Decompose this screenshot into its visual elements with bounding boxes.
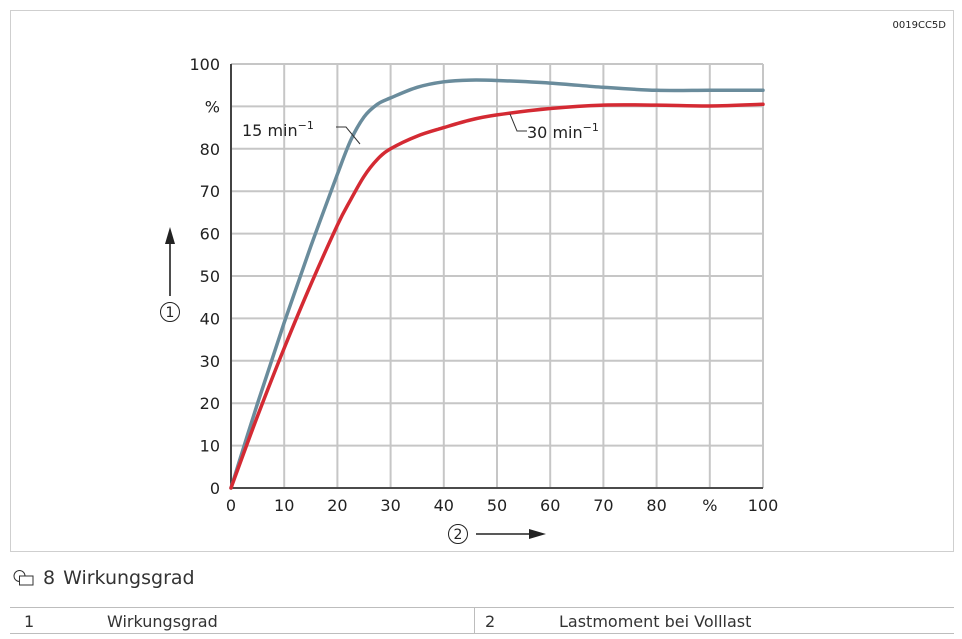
figure-title: Wirkungsgrad	[63, 567, 195, 589]
y-tick-label: 0	[210, 479, 220, 498]
x-tick-label: 20	[327, 496, 347, 515]
axis-markers: 12	[160, 227, 546, 544]
x-tick-label: 80	[646, 496, 666, 515]
document-id: 0019CC5D	[892, 20, 946, 31]
y-tick-label: 20	[200, 394, 220, 413]
x-axis-marker-number: 2	[454, 527, 463, 543]
y-axis-marker-circle	[160, 302, 180, 322]
y-tick-label: 10	[200, 437, 220, 456]
series-line-1	[229, 78, 765, 490]
figure-caption: 8 Wirkungsgrad	[13, 567, 195, 589]
legend-number-2: 2	[474, 607, 559, 634]
legend-number-1: 1	[10, 607, 107, 634]
y-tick-label: 50	[200, 267, 220, 286]
y-tick-label: 100	[189, 55, 220, 74]
series-label-15-leader	[336, 126, 361, 145]
y-tick-label: 40	[200, 309, 220, 328]
series-lines	[229, 78, 765, 490]
x-axis-marker: 2	[448, 524, 468, 544]
x-tick-label: 50	[487, 496, 507, 515]
x-arrow-head	[529, 529, 546, 539]
x-tick-label: 100	[748, 496, 779, 515]
y-tick-label: 80	[200, 140, 220, 159]
y-tick-label: %	[205, 97, 220, 116]
efficiency-chart: 0 10 20 30 40 50 60 70 80% 100 0 10 20 30 40 50 60 70 80%…	[160, 55, 778, 544]
y-tick-label: 30	[200, 352, 220, 371]
y-axis-marker: 1	[160, 302, 180, 322]
y-arrow-head	[165, 227, 175, 244]
legend-row: 1 Wirkungsgrad 2 Lastmoment bei Volllast	[10, 607, 954, 634]
y-axis-marker-number: 1	[166, 305, 175, 321]
legend-label-1: Wirkungsgrad	[107, 607, 475, 634]
x-tick-labels: 0 10 20 30 40 50 60 70 80% 100	[226, 496, 778, 515]
legend-table: 1 Wirkungsgrad 2 Lastmoment bei Volllast	[10, 607, 954, 634]
series-label-15: 15 min−1	[242, 119, 314, 140]
x-tick-label: 60	[540, 496, 560, 515]
series-line-2	[229, 102, 765, 490]
series-label-15-exponent: −1	[298, 119, 314, 132]
x-tick-label: 40	[434, 496, 454, 515]
figure-number: 8	[43, 567, 56, 589]
x-tick-label: 70	[593, 496, 613, 515]
y-tick-labels: 0 10 20 30 40 50 60 70 80% 100	[189, 55, 220, 498]
series-label-30-exponent: −1	[583, 121, 599, 134]
figure-icon	[13, 570, 34, 586]
series-label-30-leader	[509, 113, 527, 132]
legend-label-2: Lastmoment bei Volllast	[559, 607, 954, 634]
x-tick-label: 0	[226, 496, 236, 515]
series-label-30: 30 min−1	[527, 121, 599, 142]
x-axis-marker-circle	[448, 524, 468, 544]
y-tick-label: 70	[200, 182, 220, 201]
x-tick-label: 30	[380, 496, 400, 515]
figure-frame	[10, 10, 954, 552]
y-tick-label: 60	[200, 225, 220, 244]
series-labels: 15 min−1 30 min−1	[242, 113, 599, 145]
axes	[230, 64, 763, 489]
x-tick-label: 10	[274, 496, 294, 515]
x-tick-label: %	[702, 496, 717, 515]
